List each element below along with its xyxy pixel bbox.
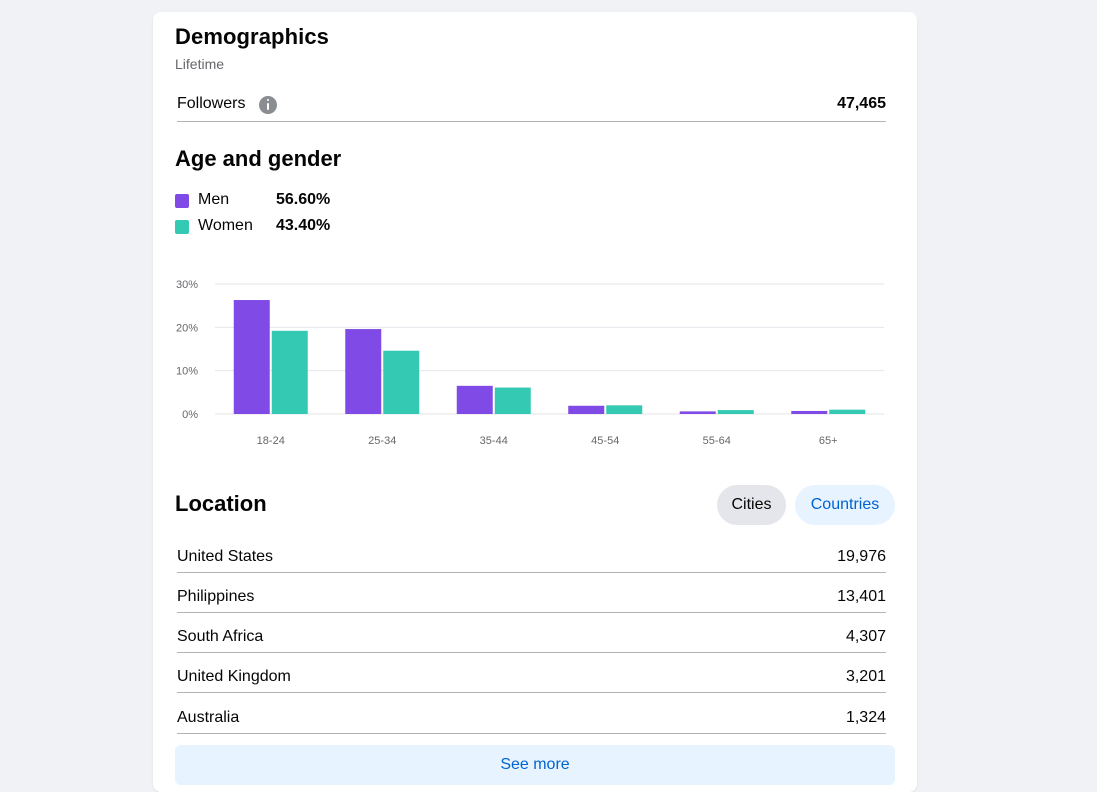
legend-value-women: 43.40%: [276, 217, 331, 234]
location-name: Philippines: [177, 588, 255, 605]
x-tick-label: 25-34: [368, 435, 396, 447]
bar-men: [568, 405, 605, 414]
followers-row: Followers 47,465: [177, 92, 886, 122]
period-label: Lifetime: [175, 56, 225, 72]
bar-men: [791, 410, 828, 414]
legend-label-women: Women: [198, 217, 253, 234]
location-name: United Kingdom: [177, 668, 291, 685]
see-more-button[interactable]: See more: [175, 745, 895, 785]
demographics-card: Demographics Lifetime Followers 47,465 A…: [153, 12, 917, 792]
tab-cities[interactable]: Cities: [717, 485, 786, 525]
followers-label: Followers: [177, 95, 246, 112]
age-gender-chart: 0% 10% 20% 30% 18-24 25-34 35-44 45-54 55-64 65+: [176, 279, 884, 447]
bar-men: [345, 329, 382, 414]
bar-women: [271, 330, 308, 414]
bar-women: [829, 409, 866, 414]
location-row: United Kingdom 3,201: [177, 665, 886, 693]
legend-swatch-women: [175, 220, 189, 234]
y-tick-label: 20%: [176, 322, 198, 334]
legend-label-men: Men: [198, 191, 230, 208]
legend-swatch-men: [175, 194, 189, 208]
y-tick-label: 0%: [182, 409, 198, 421]
location-value: 13,401: [837, 588, 886, 605]
bar-women: [383, 350, 420, 414]
bar-men: [456, 385, 493, 414]
bar-women: [494, 387, 531, 414]
info-icon[interactable]: [259, 96, 277, 114]
location-value: 1,324: [845, 709, 886, 726]
x-tick-label: 65+: [819, 435, 838, 447]
followers-value: 47,465: [837, 95, 886, 112]
location-title: Location: [175, 491, 267, 516]
y-tick-label: 10%: [176, 366, 198, 378]
y-tick-label: 30%: [176, 279, 198, 291]
bar-men: [679, 411, 716, 414]
bar-women: [717, 410, 754, 414]
tab-countries[interactable]: Countries: [795, 485, 895, 525]
x-tick-label: 55-64: [703, 435, 731, 447]
x-tick-label: 35-44: [480, 435, 508, 447]
bar-women: [606, 405, 643, 414]
location-value: 3,201: [845, 668, 886, 685]
legend-value-men: 56.60%: [276, 191, 331, 208]
x-tick-label: 45-54: [591, 435, 619, 447]
location-value: 19,976: [837, 548, 886, 565]
bar-men: [233, 300, 270, 414]
location-name: South Africa: [177, 628, 264, 645]
location-value: 4,307: [845, 628, 886, 645]
location-name: United States: [177, 548, 274, 565]
location-row: South Africa 4,307: [177, 625, 886, 653]
x-tick-label: 18-24: [257, 435, 285, 447]
location-row: Philippines 13,401: [177, 585, 886, 613]
location-row: United States 19,976: [177, 545, 886, 573]
age-gender-title: Age and gender: [175, 146, 342, 171]
location-row: Australia 1,324: [177, 706, 886, 734]
location-name: Australia: [177, 709, 240, 726]
page-title: Demographics: [175, 24, 330, 49]
